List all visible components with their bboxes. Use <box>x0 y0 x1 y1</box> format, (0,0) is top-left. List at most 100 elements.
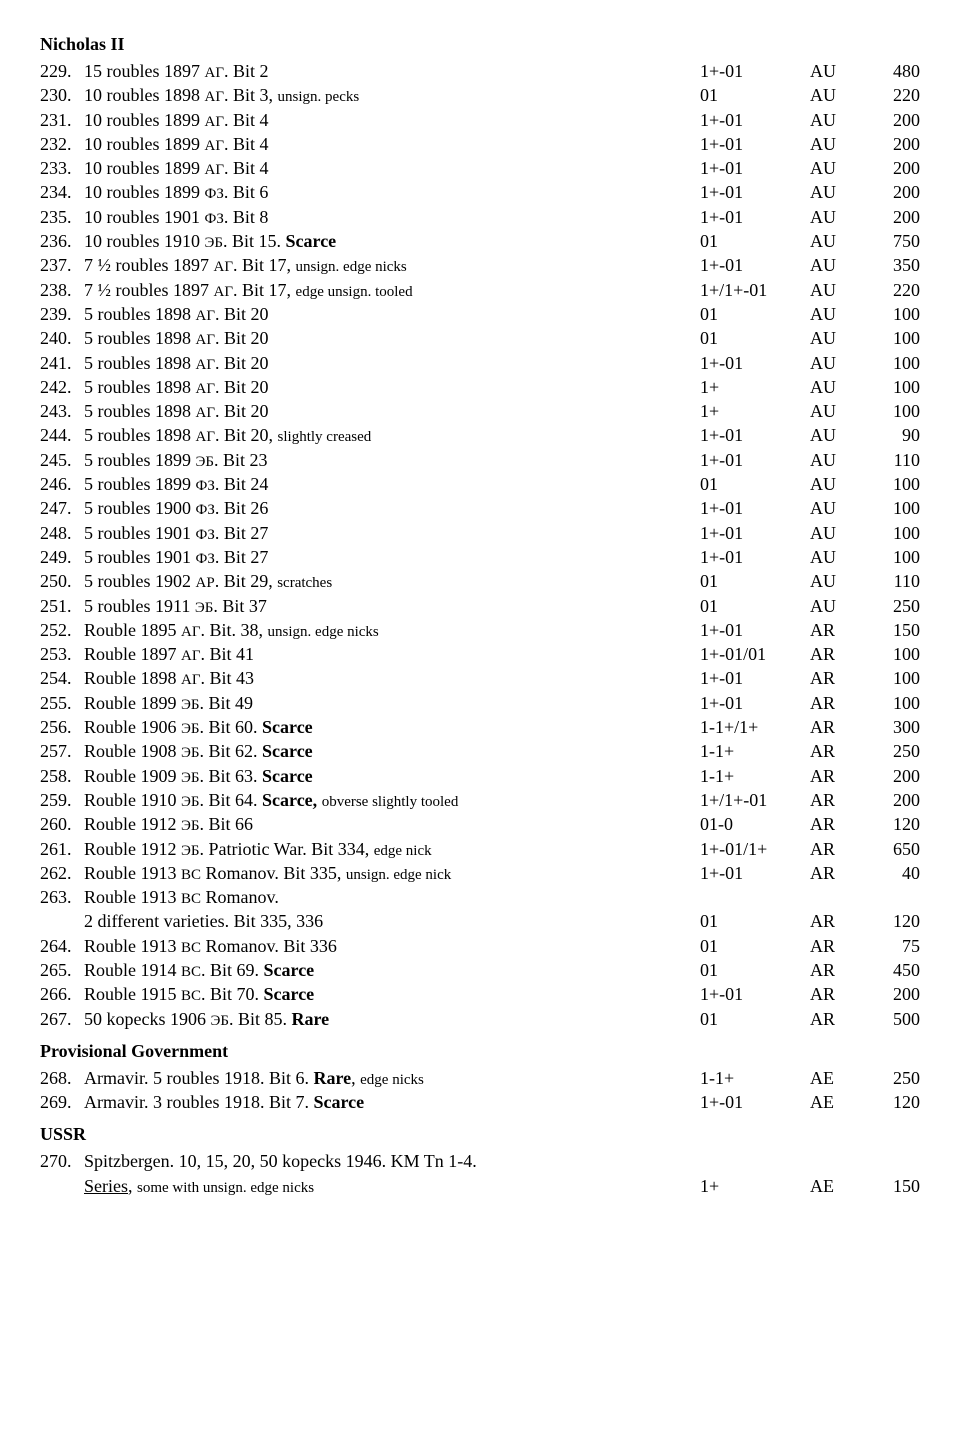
text-segment: Scarce <box>262 717 313 737</box>
lot-description: Rouble 1909 ЭБ. Bit 63. Scarce <box>84 764 700 788</box>
lot-price: 220 <box>870 83 920 107</box>
section-heading: Nicholas II <box>40 34 920 55</box>
text-segment: 5 roubles 1901 <box>84 523 196 543</box>
lot-grade: 1+-01 <box>700 180 810 204</box>
text-segment: Scarce <box>264 984 315 1004</box>
text-segment: unsign. edge nicks <box>296 259 407 275</box>
text-segment: АГ <box>196 405 216 421</box>
text-segment: Rouble 1906 <box>84 717 181 737</box>
lot-metal: AR <box>810 666 870 690</box>
text-segment: slightly creased <box>278 429 372 445</box>
text-segment: 5 roubles 1902 <box>84 571 196 591</box>
lot-metal: AU <box>810 399 870 423</box>
lot-number: 246. <box>40 472 84 496</box>
lot-metal: AU <box>810 132 870 156</box>
text-segment: АГ <box>205 162 225 178</box>
text-segment: ЭБ <box>181 721 200 737</box>
lot-description: 5 roubles 1898 АГ. Bit 20 <box>84 302 700 326</box>
text-segment: . Bit 63. <box>200 766 263 786</box>
text-segment: . Bit 70. <box>201 984 264 1004</box>
lot-metal: AR <box>810 934 870 958</box>
text-segment: edge nicks <box>360 1072 424 1088</box>
text-segment: 5 roubles 1899 <box>84 474 196 494</box>
text-segment: АГ <box>214 259 234 275</box>
text-segment: scratches <box>277 575 332 591</box>
text-segment: Series <box>84 1176 128 1196</box>
text-segment: Scarce <box>313 1092 364 1112</box>
text-segment: unsign. edge nicks <box>268 624 379 640</box>
text-segment: Rouble 1912 <box>84 839 181 859</box>
lot-row: 267.50 kopecks 1906 ЭБ. Bit 85. Rare01AR… <box>40 1007 920 1031</box>
lot-metal: AR <box>810 715 870 739</box>
lot-description: Armavir. 3 roubles 1918. Bit 7. Scarce <box>84 1090 700 1114</box>
text-segment: ВС <box>181 988 201 1004</box>
lot-price: 200 <box>870 132 920 156</box>
lot-metal: AE <box>810 1066 870 1090</box>
text-segment: ЭБ <box>205 235 224 251</box>
lot-number: 235. <box>40 205 84 229</box>
text-segment: . Bit 24 <box>215 474 269 494</box>
text-segment: 10 roubles 1899 <box>84 110 205 130</box>
lot-row: 258.Rouble 1909 ЭБ. Bit 63. Scarce1-1+AR… <box>40 764 920 788</box>
lot-description: 10 roubles 1898 АГ. Bit 3, unsign. pecks <box>84 83 700 107</box>
lot-row: 248.5 roubles 1901 ФЗ. Bit 271+-01AU100 <box>40 521 920 545</box>
lot-row: 246.5 roubles 1899 ФЗ. Bit 2401AU100 <box>40 472 920 496</box>
text-segment: Rouble 1913 <box>84 936 181 956</box>
lot-grade: 1+-01/01 <box>700 642 810 666</box>
lot-grade: 01 <box>700 958 810 982</box>
lot-grade: 01 <box>700 83 810 107</box>
text-segment: . Bit 3, <box>224 85 278 105</box>
text-segment: . Bit. 38, <box>201 620 268 640</box>
lot-price: 100 <box>870 472 920 496</box>
lot-grade: 01 <box>700 594 810 618</box>
lot-row: 245.5 roubles 1899 ЭБ. Bit 231+-01AU110 <box>40 448 920 472</box>
lot-number: 258. <box>40 764 84 788</box>
text-segment: . Bit 20 <box>215 304 269 324</box>
text-segment: АГ <box>205 89 225 105</box>
lot-grade: 1+-01 <box>700 666 810 690</box>
lot-description: Rouble 1914 ВС. Bit 69. Scarce <box>84 958 700 982</box>
lot-number: 249. <box>40 545 84 569</box>
lot-number: 266. <box>40 982 84 1006</box>
lot-description: 5 roubles 1911 ЭБ. Bit 37 <box>84 594 700 618</box>
lot-grade: 01 <box>700 569 810 593</box>
text-segment: ЭБ <box>195 600 214 616</box>
text-segment: Rouble 1898 <box>84 668 181 688</box>
text-segment: unsign. edge nick <box>346 867 451 883</box>
text-segment: unsign. pecks <box>278 89 360 105</box>
lot-row: 2 different varieties. Bit 335, 33601AR1… <box>40 909 920 933</box>
lot-metal: AU <box>810 594 870 618</box>
lot-metal: AE <box>810 1090 870 1114</box>
lot-price: 650 <box>870 837 920 861</box>
lot-grade: 1+-01 <box>700 545 810 569</box>
lot-row: 229.15 roubles 1897 АГ. Bit 21+-01AU480 <box>40 59 920 83</box>
text-segment: АГ <box>196 429 216 445</box>
text-segment: АГ <box>196 308 216 324</box>
lot-number: 251. <box>40 594 84 618</box>
lot-price: 100 <box>870 496 920 520</box>
lot-description: Rouble 1906 ЭБ. Bit 60. Scarce <box>84 715 700 739</box>
lot-price: 200 <box>870 205 920 229</box>
text-segment: . Bit 15. <box>223 231 286 251</box>
lot-metal: AU <box>810 569 870 593</box>
text-segment: Armavir. 5 roubles 1918. Bit 6. <box>84 1068 313 1088</box>
lot-number: 261. <box>40 837 84 861</box>
lot-price: 200 <box>870 788 920 812</box>
text-segment: Rouble 1914 <box>84 960 181 980</box>
lot-grade: 1+/1+-01 <box>700 278 810 302</box>
text-segment: Rouble 1895 <box>84 620 181 640</box>
text-segment: АГ <box>196 381 216 397</box>
lot-row: 259.Rouble 1910 ЭБ. Bit 64. Scarce, obve… <box>40 788 920 812</box>
lot-metal: AU <box>810 205 870 229</box>
lot-metal: AU <box>810 108 870 132</box>
lot-metal: AR <box>810 837 870 861</box>
lot-price: 100 <box>870 399 920 423</box>
lot-number: 259. <box>40 788 84 812</box>
lot-number: 264. <box>40 934 84 958</box>
text-segment: 5 roubles 1898 <box>84 377 196 397</box>
lot-price: 100 <box>870 691 920 715</box>
lot-price: 120 <box>870 812 920 836</box>
text-segment: . Bit 6 <box>224 182 269 202</box>
lot-price: 500 <box>870 1007 920 1031</box>
lot-metal: AU <box>810 351 870 375</box>
